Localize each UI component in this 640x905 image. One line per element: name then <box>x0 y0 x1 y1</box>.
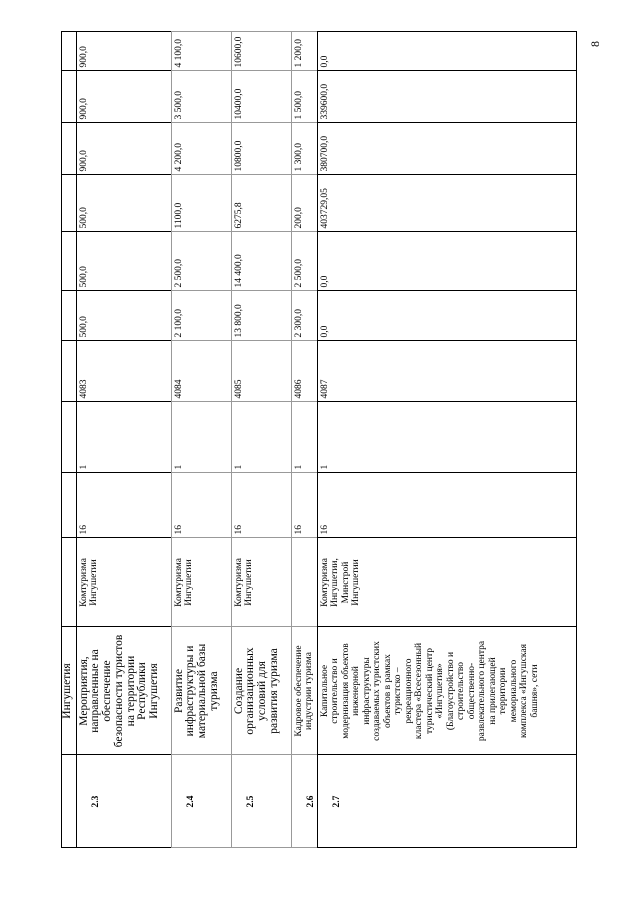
code-cell: 16 <box>170 472 232 539</box>
code-cell: 1 <box>230 401 292 474</box>
code-cell: 16 <box>316 472 577 539</box>
table-cell-empty <box>60 340 77 403</box>
code-cell: 1 <box>316 401 577 474</box>
table-cell-empty <box>60 290 77 342</box>
value-cell: 6275,8 <box>230 174 292 233</box>
value-cell: 500,0 <box>75 174 172 233</box>
code-cell: 16 <box>230 472 292 539</box>
row-number-cell: 2.5 <box>230 754 292 849</box>
measure-name-cell: Капитальное строительство и модернизация… <box>316 626 577 756</box>
table-cell-empty <box>60 401 77 474</box>
continued-name-cell: Ингушетия <box>60 626 77 756</box>
value-cell: 0,0 <box>316 290 577 342</box>
value-cell: 1 200,0 <box>290 31 318 72</box>
code-cell: 4087 <box>316 340 577 403</box>
value-cell: 2 500,0 <box>290 231 318 292</box>
table-cell-empty <box>60 537 77 628</box>
code-cell: 4084 <box>170 340 232 403</box>
executor-cell: Комтуризма Ингушетии, Минстрой Ингушетии <box>316 537 577 628</box>
executor-cell: Комтуризма Ингушетии <box>75 537 172 628</box>
table-cell-empty <box>60 122 77 176</box>
code-cell: 16 <box>75 472 172 539</box>
code-cell: 4085 <box>230 340 292 403</box>
value-cell: 200,0 <box>290 174 318 233</box>
code-cell: 1 <box>290 401 318 474</box>
page-number: 8 <box>588 41 602 47</box>
value-cell: 339600,0 <box>316 70 577 124</box>
table-cell-empty <box>60 174 77 233</box>
row-number-cell: 2.7 <box>316 754 577 849</box>
table-cell-empty <box>60 231 77 292</box>
value-cell: 1100,0 <box>170 174 232 233</box>
value-cell: 0,0 <box>316 231 577 292</box>
value-cell: 4 100,0 <box>170 31 232 72</box>
value-cell: 900,0 <box>75 70 172 124</box>
value-cell: 14 400,0 <box>230 231 292 292</box>
code-cell: 1 <box>75 401 172 474</box>
value-cell: 900,0 <box>75 122 172 176</box>
value-cell: 2 300,0 <box>290 290 318 342</box>
value-cell: 0,0 <box>316 31 577 72</box>
value-cell: 1 300,0 <box>290 122 318 176</box>
value-cell: 403729,05 <box>316 174 577 233</box>
value-cell: 500,0 <box>75 290 172 342</box>
table-cell-empty <box>60 754 77 849</box>
value-cell: 1 500,0 <box>290 70 318 124</box>
executor-cell: Комтуризма Ингушетии <box>230 537 292 628</box>
value-cell: 900,0 <box>75 31 172 72</box>
value-cell: 4 200,0 <box>170 122 232 176</box>
measure-name-cell: Мероприятия, направленные на обеспечение… <box>75 626 172 756</box>
value-cell: 10800,0 <box>230 122 292 176</box>
code-cell: 1 <box>170 401 232 474</box>
executor-cell: Комтуризма Ингушетии <box>170 537 232 628</box>
value-cell: 10600,0 <box>230 31 292 72</box>
measure-name-cell: Развитие инфраструктуры и материальной б… <box>170 626 232 756</box>
measure-name-cell: Создание организационных условий для раз… <box>230 626 292 756</box>
value-cell: 10400,0 <box>230 70 292 124</box>
value-cell: 500,0 <box>75 231 172 292</box>
value-cell: 380700,0 <box>316 122 577 176</box>
executor-cell <box>290 537 318 628</box>
table-cell-empty <box>60 472 77 539</box>
row-number-cell: 2.6 <box>290 754 318 849</box>
code-cell: 16 <box>290 472 318 539</box>
measure-name-cell: Кадровое обеспечение индустрии туризма <box>290 626 318 756</box>
code-cell: 4086 <box>290 340 318 403</box>
row-number-cell: 2.3 <box>75 754 172 849</box>
table-cell-empty <box>60 70 77 124</box>
value-cell: 2 500,0 <box>170 231 232 292</box>
value-cell: 13 800,0 <box>230 290 292 342</box>
value-cell: 2 100,0 <box>170 290 232 342</box>
row-number-cell: 2.4 <box>170 754 232 849</box>
value-cell: 3 500,0 <box>170 70 232 124</box>
table-cell-empty <box>60 31 77 72</box>
code-cell: 4083 <box>75 340 172 403</box>
